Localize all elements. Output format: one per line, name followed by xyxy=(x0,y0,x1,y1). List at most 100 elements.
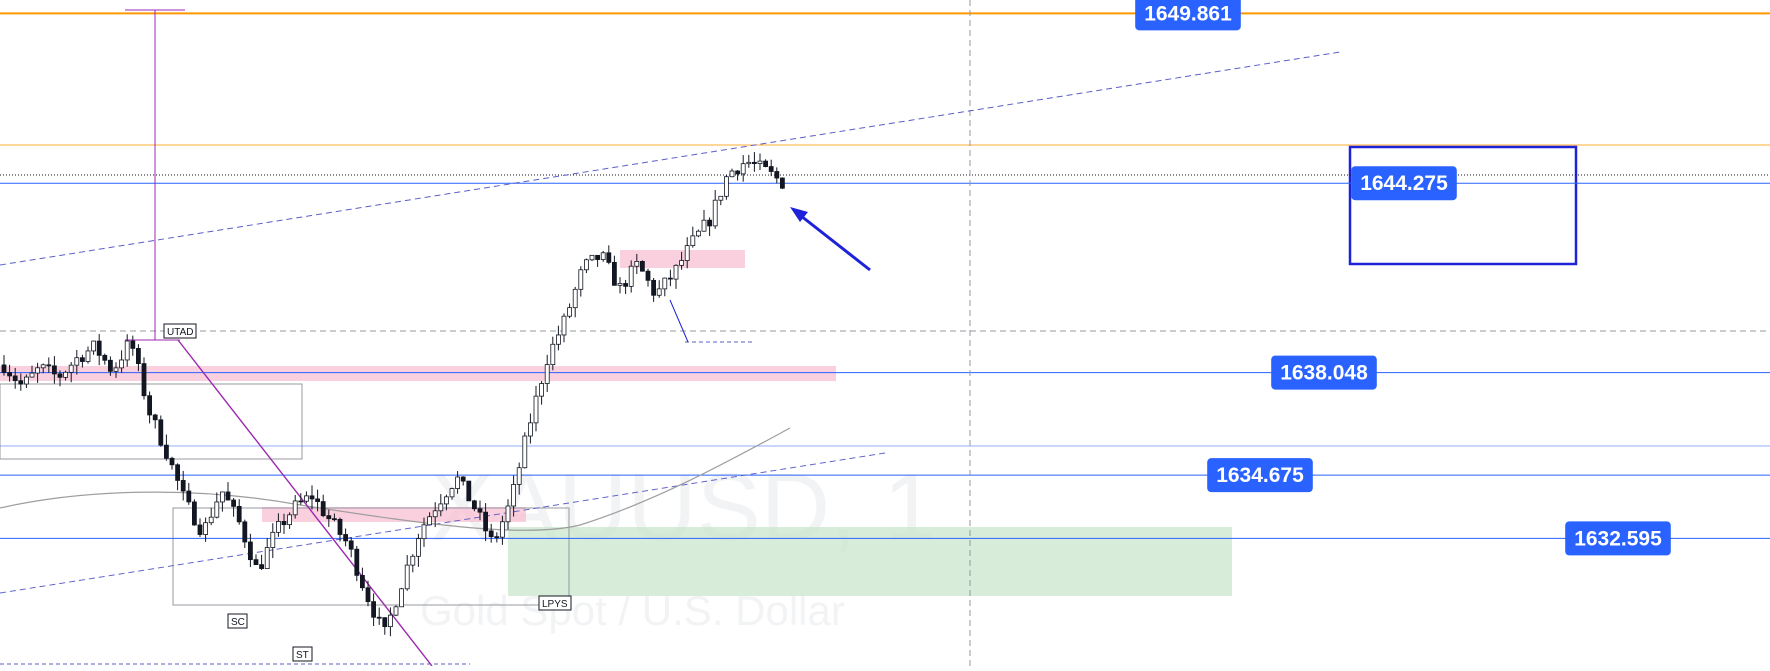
candle-body xyxy=(544,364,550,384)
candle-body xyxy=(640,261,645,272)
supply-zone-upper xyxy=(620,250,745,268)
price-label-1632.595: 1632.595 xyxy=(1565,521,1671,556)
price-label-1644.275: 1644.275 xyxy=(1351,166,1457,201)
candle-body xyxy=(320,501,326,517)
candle-body xyxy=(724,176,729,197)
candle-body xyxy=(315,498,321,502)
event-tag-lpys: LPYS xyxy=(538,595,572,611)
candle-body xyxy=(668,277,673,280)
utad-decline-line xyxy=(177,339,433,667)
price-label-1634.675: 1634.675 xyxy=(1207,458,1313,493)
candle-body xyxy=(718,195,724,201)
range-box-bottom xyxy=(172,507,570,606)
candle-body xyxy=(197,524,203,535)
candle-body xyxy=(427,516,433,526)
candle-body xyxy=(102,354,108,361)
candle-body xyxy=(225,491,231,501)
candle-body xyxy=(191,501,197,526)
candle-body xyxy=(656,288,662,296)
price-label-box xyxy=(1271,355,1377,390)
candle-body xyxy=(331,518,337,521)
event-tag-text: LPYS xyxy=(542,599,568,610)
price-label-box xyxy=(1135,0,1241,31)
price-label-text: 1634.675 xyxy=(1216,464,1304,487)
candle-body xyxy=(163,444,169,459)
candle-body xyxy=(326,515,332,520)
candle-body xyxy=(91,340,96,352)
candle-body xyxy=(387,614,393,628)
candle-body xyxy=(561,315,567,336)
candle-body xyxy=(595,254,600,260)
candle-body xyxy=(768,166,774,172)
candle-body xyxy=(270,531,276,548)
price-labels-layer: 1649.861 1644.275 1638.048 1634.675 1632.595 xyxy=(1135,0,1671,556)
candle-body xyxy=(348,540,354,550)
candle-body xyxy=(40,364,46,369)
candle-body xyxy=(707,219,712,227)
candle-body xyxy=(68,364,74,373)
candle-body xyxy=(617,283,623,286)
range-box-left xyxy=(0,383,303,460)
annotation-arrow-head xyxy=(790,207,808,222)
candle-body xyxy=(399,588,405,608)
candle-body xyxy=(578,269,584,290)
candle-body xyxy=(645,270,651,281)
channel-upper xyxy=(0,51,1341,266)
candle-body xyxy=(735,170,740,175)
candle-body xyxy=(29,372,35,378)
candle-body xyxy=(354,548,360,576)
candle-body xyxy=(466,480,472,502)
candle-body xyxy=(287,514,293,526)
candle-body xyxy=(393,606,399,616)
candle-body xyxy=(634,261,640,267)
candle-body xyxy=(175,464,181,481)
event-tag-utad: UTAD xyxy=(163,323,197,339)
candle-body xyxy=(23,376,29,385)
candle-body xyxy=(236,505,242,523)
demand-zone xyxy=(508,527,1232,596)
candle-body xyxy=(80,357,85,362)
candle-body xyxy=(516,467,522,485)
candle-body xyxy=(752,161,757,164)
candle-body xyxy=(774,171,780,179)
candle-body xyxy=(108,359,113,372)
candle-body xyxy=(130,340,136,349)
candle-body xyxy=(533,395,539,424)
candle-body xyxy=(292,500,298,516)
candle-body xyxy=(690,235,696,246)
event-tag-text: SC xyxy=(231,617,245,628)
event-tag-st: ST xyxy=(292,646,313,662)
candle-body xyxy=(438,503,444,512)
candle-body xyxy=(471,500,477,510)
candle-body xyxy=(253,559,259,566)
candle-body xyxy=(337,518,343,535)
candle-body xyxy=(303,495,309,502)
candle-body xyxy=(696,230,701,237)
candle-body xyxy=(343,534,349,542)
candle-body xyxy=(740,163,746,175)
supply-zone-wide xyxy=(0,366,836,381)
candle-body xyxy=(556,334,561,345)
candle-body xyxy=(404,564,410,590)
candle-body xyxy=(18,380,24,385)
candle-body xyxy=(298,500,304,503)
candle-body xyxy=(135,348,141,365)
candle-body xyxy=(651,279,656,296)
candle-body xyxy=(701,219,707,232)
price-label-text: 1638.048 xyxy=(1280,362,1368,385)
event-tag-box xyxy=(292,646,313,662)
candle-body xyxy=(264,547,270,569)
candle-body xyxy=(539,383,544,397)
candle-body xyxy=(203,522,209,535)
candle-body xyxy=(729,170,735,178)
candle-body xyxy=(7,372,12,377)
candle-body xyxy=(432,510,438,518)
price-label-text: 1649.861 xyxy=(1144,2,1232,25)
price-label-text: 1632.595 xyxy=(1574,527,1662,550)
candle-body xyxy=(85,350,91,362)
candle-body xyxy=(662,277,668,290)
candle-body xyxy=(186,490,192,503)
